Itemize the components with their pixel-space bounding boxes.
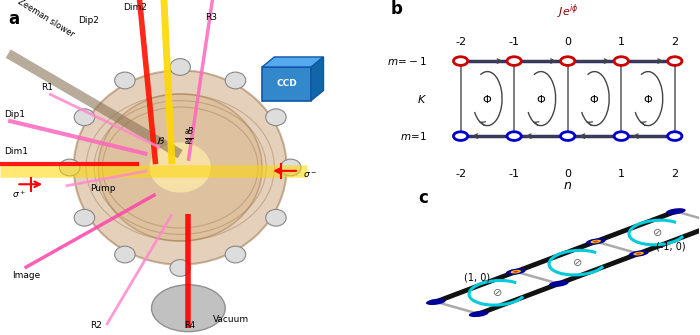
Polygon shape <box>262 57 323 67</box>
Text: Vacuum: Vacuum <box>213 315 249 324</box>
Text: $\oslash$: $\oslash$ <box>652 227 662 238</box>
Ellipse shape <box>513 271 518 273</box>
Circle shape <box>614 132 629 140</box>
Text: $\oslash$: $\oslash$ <box>492 287 503 298</box>
Ellipse shape <box>98 94 262 241</box>
Text: $\sigma^+$: $\sigma^+$ <box>13 188 26 200</box>
Text: 2: 2 <box>671 37 678 47</box>
Text: -1: -1 <box>509 169 519 179</box>
Text: -2: -2 <box>455 169 466 179</box>
Text: 2: 2 <box>671 169 678 179</box>
Text: Pump: Pump <box>90 184 116 193</box>
Text: $n$: $n$ <box>564 180 572 192</box>
Ellipse shape <box>594 241 598 243</box>
Text: 0: 0 <box>564 37 571 47</box>
Circle shape <box>281 159 301 176</box>
Text: $\Phi$: $\Phi$ <box>536 92 546 105</box>
Text: Dim2: Dim2 <box>123 3 147 12</box>
Text: b: b <box>390 0 402 18</box>
Text: Image: Image <box>13 271 41 280</box>
Text: $K$: $K$ <box>417 92 427 105</box>
Text: c: c <box>419 189 428 207</box>
Ellipse shape <box>74 70 287 265</box>
Circle shape <box>74 209 95 226</box>
Circle shape <box>115 246 135 263</box>
Text: 1: 1 <box>617 37 624 47</box>
Text: $\Phi$: $\Phi$ <box>643 92 653 105</box>
Circle shape <box>74 109 95 126</box>
Circle shape <box>668 132 682 140</box>
Ellipse shape <box>636 253 641 255</box>
Text: Zeeman slower: Zeeman slower <box>16 0 76 39</box>
Text: -1: -1 <box>509 37 519 47</box>
Text: a: a <box>8 10 20 28</box>
Ellipse shape <box>666 208 686 215</box>
Text: R4: R4 <box>184 321 195 330</box>
Text: -2: -2 <box>455 37 466 47</box>
Circle shape <box>225 72 246 89</box>
Text: (-1, 0): (-1, 0) <box>656 241 685 251</box>
Circle shape <box>170 260 190 276</box>
Text: R3: R3 <box>204 13 217 22</box>
Ellipse shape <box>150 142 211 193</box>
Ellipse shape <box>506 268 526 275</box>
Text: $\sigma^-$: $\sigma^-$ <box>303 170 317 180</box>
Circle shape <box>225 246 246 263</box>
Ellipse shape <box>549 280 568 287</box>
Circle shape <box>507 132 522 140</box>
Text: R2: R2 <box>90 321 102 330</box>
Text: CCD: CCD <box>276 79 297 88</box>
Circle shape <box>170 59 190 75</box>
Text: Dim1: Dim1 <box>4 147 28 156</box>
Text: $\Phi$: $\Phi$ <box>589 92 599 105</box>
Circle shape <box>115 72 135 89</box>
Text: R1: R1 <box>41 83 53 92</box>
Text: (1, 0): (1, 0) <box>464 273 491 283</box>
Circle shape <box>668 57 682 65</box>
Ellipse shape <box>151 285 225 332</box>
Circle shape <box>614 57 629 65</box>
Ellipse shape <box>634 252 644 255</box>
Ellipse shape <box>469 311 489 317</box>
Polygon shape <box>312 57 323 100</box>
Text: $\Phi$: $\Phi$ <box>482 92 492 105</box>
Ellipse shape <box>510 270 521 273</box>
Text: $m\!=\!1$: $m\!=\!1$ <box>400 130 427 142</box>
Ellipse shape <box>591 240 601 243</box>
Text: $\mathcal{B}$: $\mathcal{B}$ <box>155 135 164 146</box>
Text: $\partial B$: $\partial B$ <box>184 125 195 136</box>
Circle shape <box>561 57 575 65</box>
Text: Dip2: Dip2 <box>78 16 99 25</box>
Ellipse shape <box>629 250 648 257</box>
Text: Dip1: Dip1 <box>4 110 25 119</box>
Text: 1: 1 <box>617 169 624 179</box>
Circle shape <box>266 109 286 126</box>
Circle shape <box>507 57 522 65</box>
Circle shape <box>266 209 286 226</box>
Text: 0: 0 <box>564 169 571 179</box>
Circle shape <box>60 159 80 176</box>
Text: $\overline{\partial z}$: $\overline{\partial z}$ <box>184 138 195 148</box>
Circle shape <box>561 132 575 140</box>
Circle shape <box>454 132 468 140</box>
FancyBboxPatch shape <box>262 67 312 100</box>
Text: $m\!=\!-1$: $m\!=\!-1$ <box>387 55 427 67</box>
Ellipse shape <box>426 298 446 305</box>
Circle shape <box>454 57 468 65</box>
Text: $\oslash$: $\oslash$ <box>572 257 582 268</box>
Text: $Je^{i\phi}$: $Je^{i\phi}$ <box>557 2 578 21</box>
Ellipse shape <box>586 238 606 245</box>
